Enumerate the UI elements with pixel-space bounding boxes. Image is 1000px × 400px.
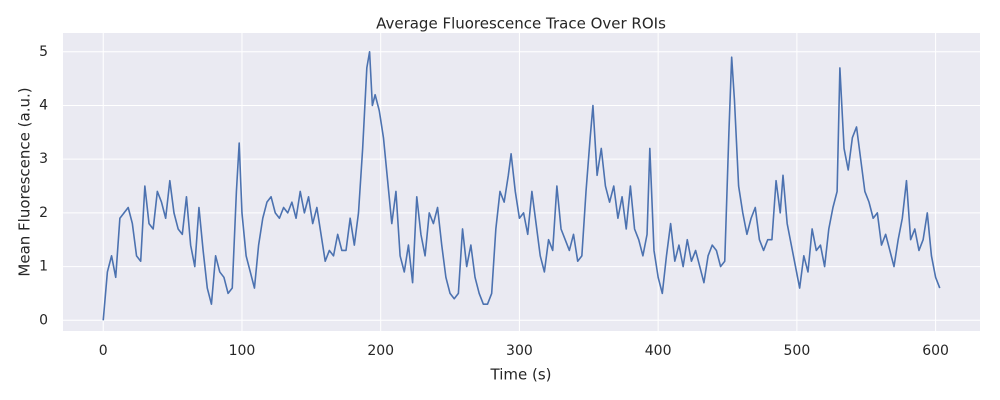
x-axis-label: Time (s)	[490, 366, 552, 384]
x-tick-label: 200	[367, 343, 394, 359]
y-tick-label: 2	[39, 205, 48, 221]
x-tick-label: 600	[922, 343, 949, 359]
chart-title: Average Fluorescence Trace Over ROIs	[376, 15, 666, 33]
x-tick-label: 0	[99, 343, 108, 359]
y-tick-label: 1	[39, 259, 48, 275]
y-tick-label: 0	[39, 312, 48, 328]
y-tick-label: 5	[39, 44, 48, 60]
plot-area	[63, 33, 980, 331]
x-tick-label: 100	[229, 343, 256, 359]
y-axis-label: Mean Fluorescence (a.u.)	[16, 87, 34, 276]
y-tick-label: 3	[39, 151, 48, 167]
x-tick-label: 500	[784, 343, 811, 359]
x-tick-label: 400	[645, 343, 672, 359]
trace-line	[102, 50, 941, 321]
x-tick-label: 300	[506, 343, 533, 359]
y-tick-label: 4	[39, 97, 48, 113]
